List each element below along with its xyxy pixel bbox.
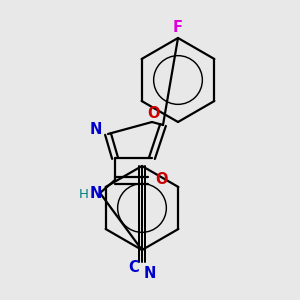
Text: C: C (129, 260, 140, 275)
Text: N: N (90, 122, 102, 137)
Text: F: F (173, 20, 183, 35)
Text: O: O (148, 106, 160, 122)
Text: O: O (155, 172, 167, 187)
Text: H: H (79, 188, 89, 200)
Text: N: N (90, 187, 102, 202)
Text: N: N (144, 266, 156, 281)
